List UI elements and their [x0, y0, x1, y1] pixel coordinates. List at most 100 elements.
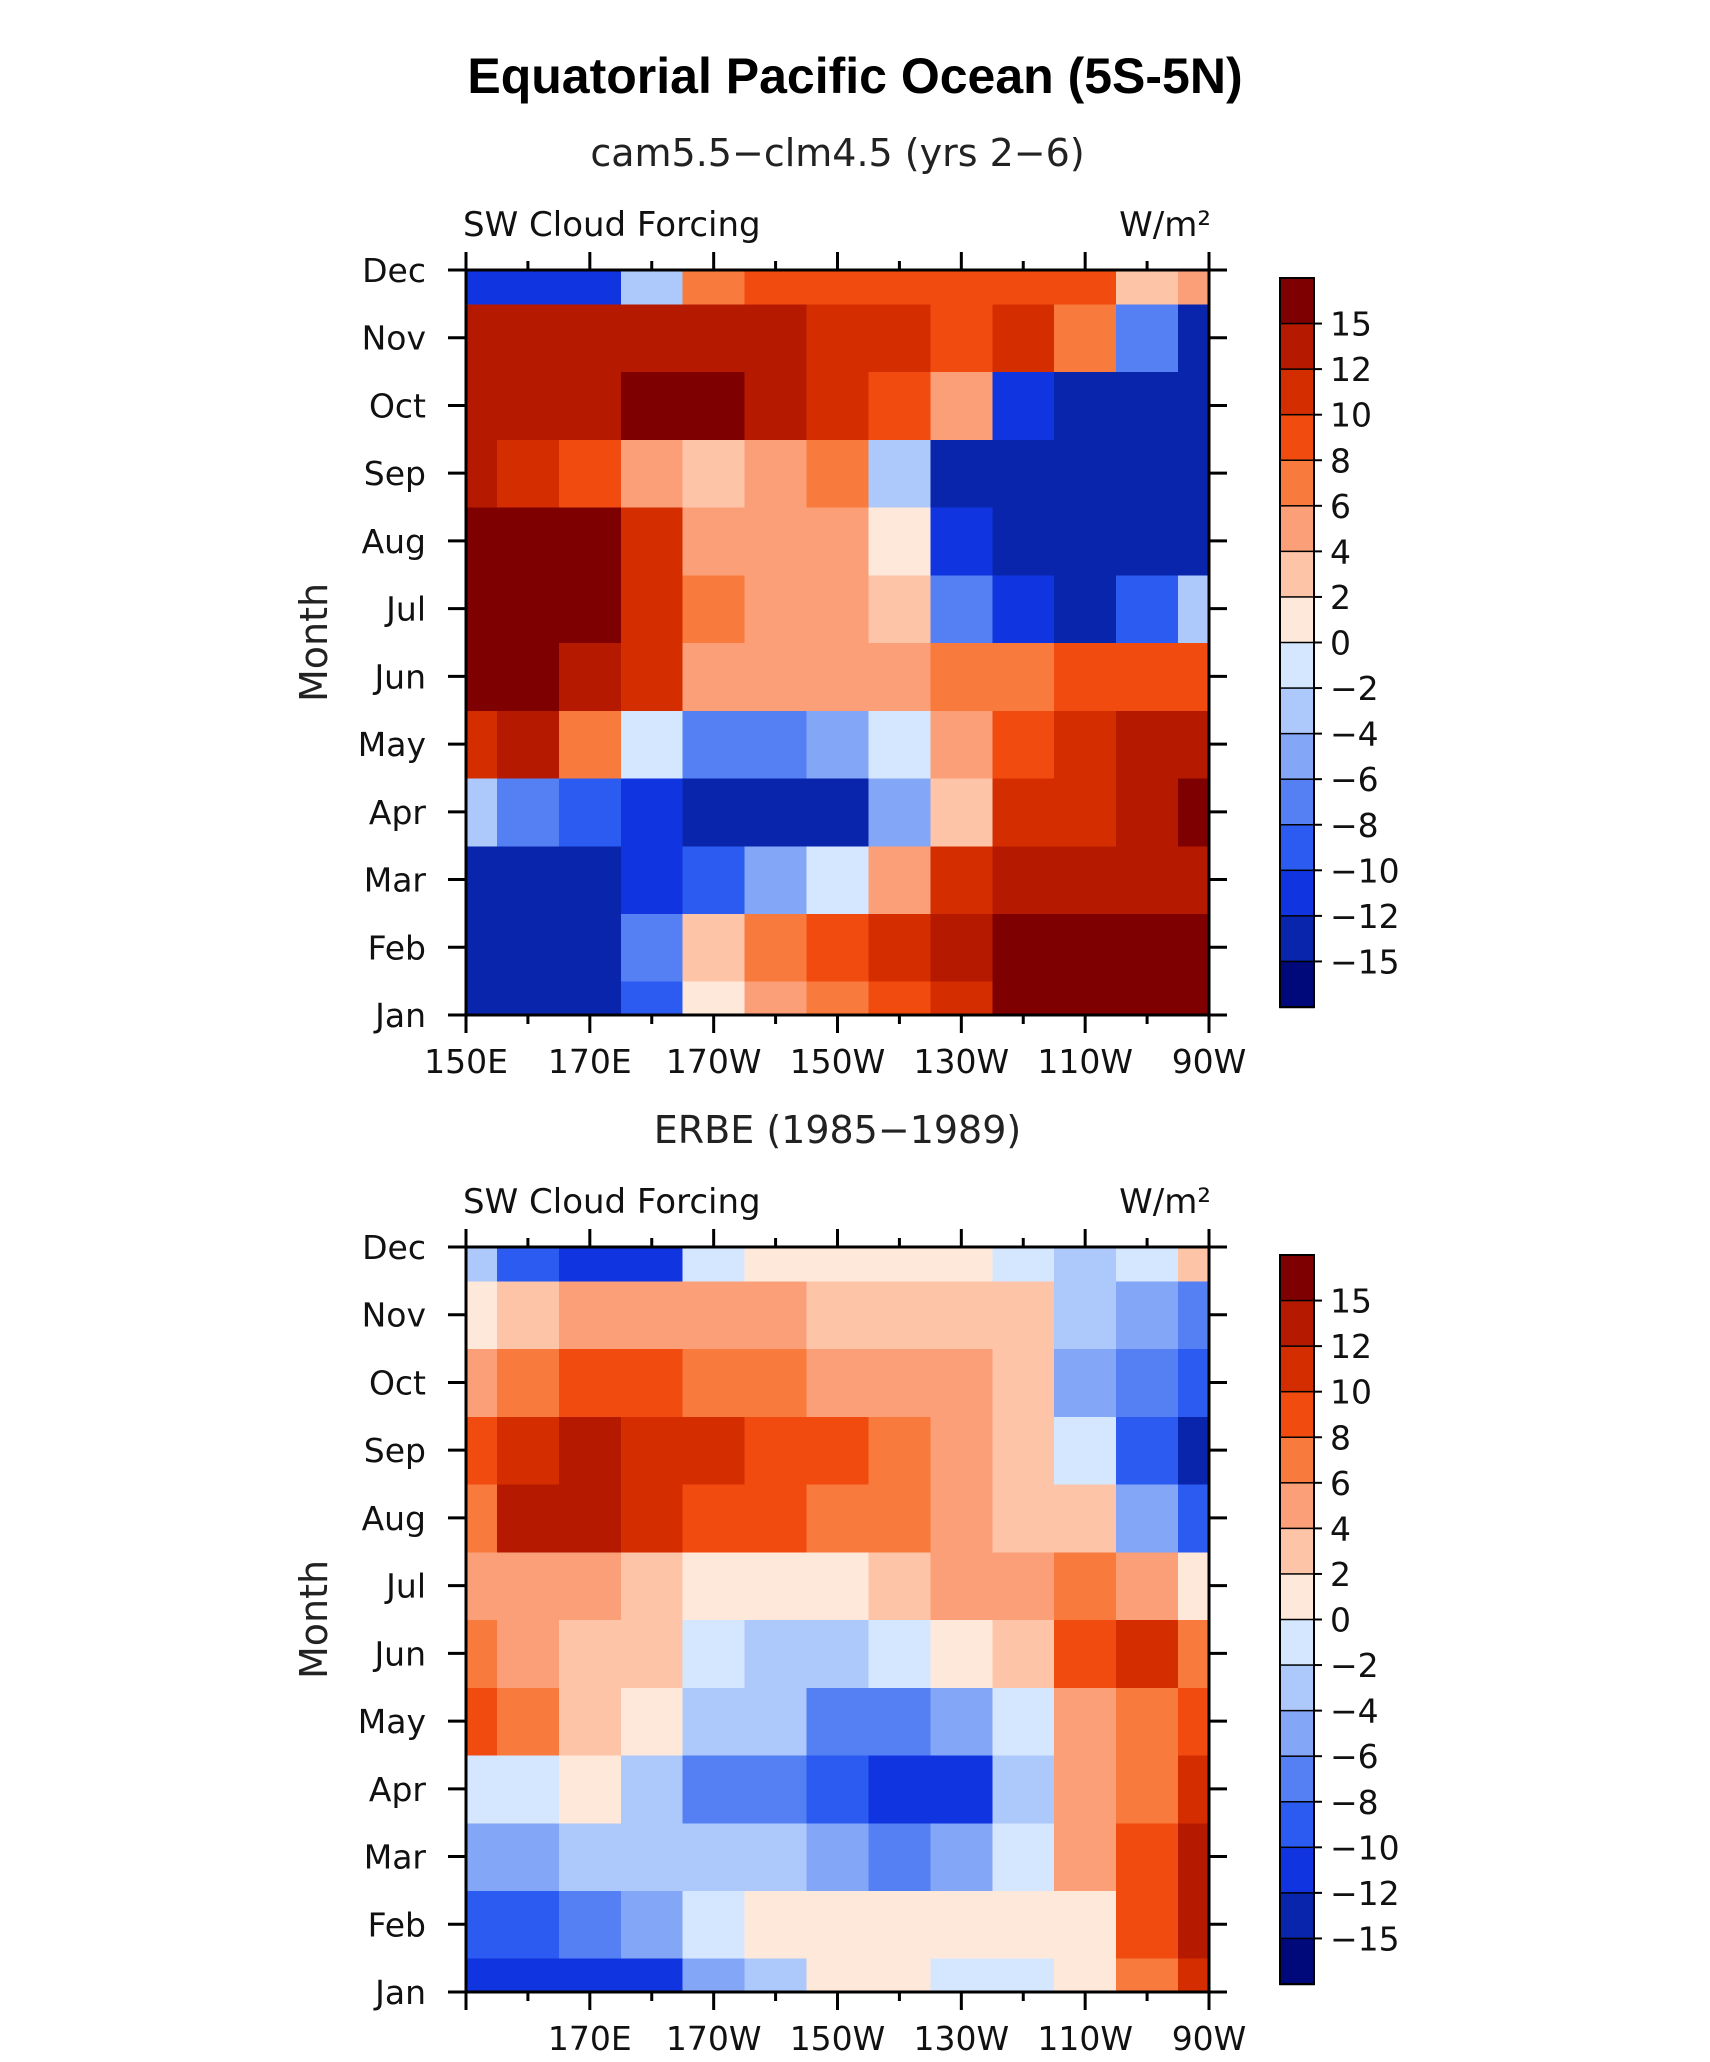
- heat-cell: [1054, 1348, 1117, 1417]
- heat-cell: [496, 777, 560, 847]
- heat-cell: [1054, 371, 1117, 440]
- colorbar-label: 8: [1330, 1418, 1351, 1457]
- heat-cell: [1116, 913, 1179, 982]
- heat-cell: [466, 1348, 498, 1417]
- heat-cell: [1178, 777, 1210, 847]
- heat-cell: [992, 270, 1055, 305]
- heat-cell: [620, 1958, 684, 1993]
- colorbar-swatch: [1279, 869, 1315, 918]
- colorbar-swatch: [1279, 1436, 1315, 1485]
- heat-cell: [1054, 1484, 1117, 1553]
- colorbar-swatch: [1279, 1892, 1315, 1940]
- x-tick-label: 130W: [914, 1042, 1010, 1081]
- heat-cell: [868, 642, 931, 711]
- heat-cell: [496, 1348, 560, 1417]
- colorbar-swatch: [1279, 1254, 1315, 1302]
- heat-cell: [620, 1416, 684, 1485]
- heat-cell: [496, 1280, 560, 1350]
- heat-cell: [868, 303, 931, 373]
- heat-cell: [744, 1280, 808, 1350]
- heat-cell: [868, 1416, 931, 1485]
- heat-cell: [744, 777, 808, 847]
- heat-cell: [682, 507, 746, 576]
- heat-cell: [1116, 1958, 1179, 1993]
- heat-cell: [1116, 1619, 1179, 1688]
- heat-cell: [1116, 439, 1179, 508]
- heat-cell: [620, 1280, 684, 1350]
- heat-cell: [620, 981, 684, 1016]
- heat-cell: [930, 303, 993, 373]
- heat-cell: [992, 981, 1055, 1016]
- heat-cell: [930, 1958, 993, 1993]
- heat-cell: [496, 1619, 560, 1688]
- heat-cell: [868, 439, 931, 508]
- heat-cell: [992, 439, 1055, 508]
- heat-cell: [806, 1619, 870, 1688]
- heat-cell: [558, 1687, 622, 1756]
- heat-cell: [1178, 1619, 1210, 1688]
- colorbar-label: 4: [1330, 1509, 1351, 1548]
- heat-cell: [806, 777, 870, 847]
- figure-title: Equatorial Pacific Ocean (5S-5N): [467, 48, 1242, 104]
- heat-cell: [992, 913, 1055, 982]
- heat-cell: [682, 1619, 746, 1688]
- heat-cell: [496, 507, 560, 576]
- colorbar-label: −6: [1330, 760, 1379, 799]
- heat-cell: [1178, 1687, 1210, 1756]
- heat-cell: [930, 270, 993, 305]
- heatmap-cells: [466, 1247, 1210, 1993]
- heat-cell: [806, 981, 870, 1016]
- heat-cell: [992, 507, 1055, 576]
- heat-cell: [744, 710, 808, 779]
- heat-cell: [682, 1247, 746, 1282]
- heat-cell: [466, 574, 498, 644]
- colorbar-swatch: [1279, 960, 1315, 1009]
- heat-cell: [1178, 1348, 1210, 1417]
- heat-cell: [682, 1348, 746, 1417]
- y-tick-label: May: [358, 725, 426, 764]
- colorbar-swatch: [1279, 1573, 1315, 1621]
- heat-cell: [496, 1890, 560, 1959]
- heat-cell: [1178, 1416, 1210, 1485]
- x-tick-label: 110W: [1037, 1042, 1133, 1081]
- heat-cell: [466, 371, 498, 440]
- y-tick-label: May: [358, 1702, 426, 1741]
- heat-cell: [992, 1822, 1055, 1892]
- heat-cell: [806, 1687, 870, 1756]
- colorbar-label: −4: [1330, 1692, 1379, 1731]
- heat-cell: [1178, 1280, 1210, 1350]
- heat-cell: [744, 303, 808, 373]
- heat-cell: [1054, 710, 1117, 779]
- heat-cell: [558, 371, 622, 440]
- colorbar-label: 0: [1330, 1601, 1351, 1640]
- colorbar-label: 12: [1330, 350, 1372, 389]
- heat-cell: [868, 1754, 931, 1824]
- heat-cell: [496, 1247, 560, 1282]
- heat-cell: [930, 1416, 993, 1485]
- heat-cell: [992, 845, 1055, 915]
- heat-cell: [496, 574, 560, 644]
- heat-cell: [558, 642, 622, 711]
- colorbar-label: −2: [1330, 1646, 1379, 1685]
- heat-cell: [1054, 1958, 1117, 1993]
- heat-cell: [930, 1348, 993, 1417]
- colorbar-swatch: [1279, 1846, 1315, 1895]
- heat-cell: [744, 507, 808, 576]
- heat-cell: [992, 371, 1055, 440]
- heat-cell: [1116, 642, 1179, 711]
- heat-cell: [558, 1619, 622, 1688]
- colorbar-label: −8: [1330, 806, 1379, 845]
- heat-cell: [744, 1247, 808, 1282]
- colorbar-swatch: [1279, 505, 1315, 553]
- heat-cell: [868, 1348, 931, 1417]
- heat-cell: [1054, 1551, 1117, 1621]
- heat-cell: [558, 1348, 622, 1417]
- colorbar-label: −10: [1330, 1828, 1400, 1867]
- heat-cell: [466, 1890, 498, 1959]
- heat-cell: [744, 270, 808, 305]
- heat-cell: [806, 1484, 870, 1553]
- heat-cell: [868, 981, 931, 1016]
- heat-cell: [992, 1687, 1055, 1756]
- heat-cell: [558, 1484, 622, 1553]
- heat-cell: [466, 507, 498, 576]
